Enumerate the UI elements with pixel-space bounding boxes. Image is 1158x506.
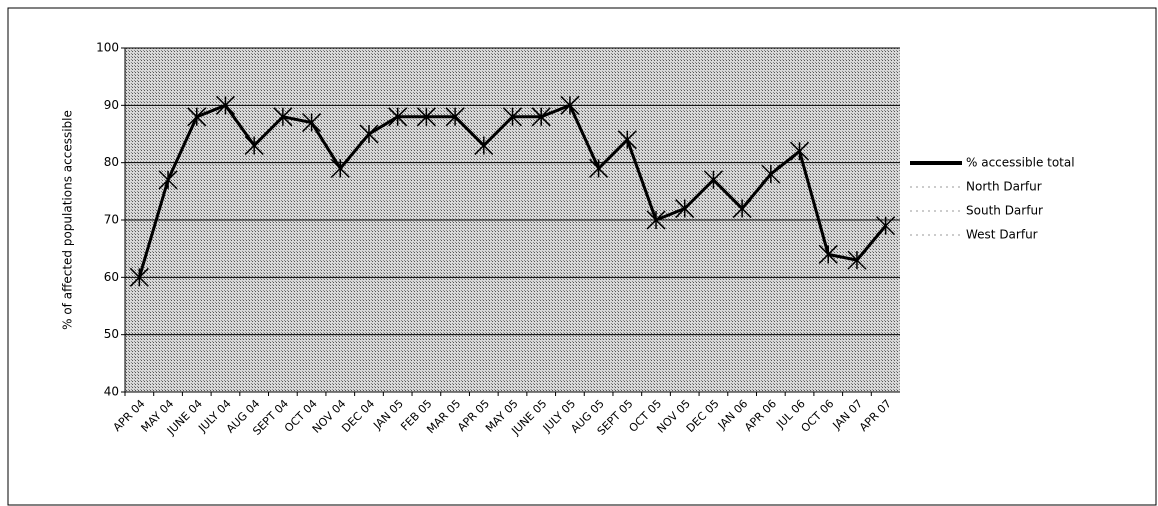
marker: [617, 130, 637, 150]
y-tick-label: 60: [104, 270, 119, 284]
marker: [388, 107, 408, 127]
legend-label: % accessible total: [966, 156, 1075, 170]
marker: [273, 107, 293, 127]
y-tick-label: 40: [104, 385, 119, 399]
marker: [474, 135, 494, 155]
legend-label: South Darfur: [966, 204, 1043, 218]
y-tick-label: 70: [104, 213, 119, 227]
marker: [732, 199, 752, 219]
marker: [445, 107, 465, 127]
legend-label: North Darfur: [966, 180, 1042, 194]
marker: [531, 107, 551, 127]
marker: [158, 170, 178, 190]
y-tick-label: 50: [104, 327, 119, 341]
marker: [847, 250, 867, 270]
marker: [416, 107, 436, 127]
y-tick-label: 100: [96, 41, 119, 55]
marker: [703, 170, 723, 190]
marker: [502, 107, 523, 127]
y-axis-label: % of affected populations accessible: [61, 110, 75, 330]
marker: [761, 164, 781, 184]
marker: [818, 244, 838, 264]
y-tick-label: 90: [104, 98, 119, 112]
marker: [215, 95, 235, 115]
marker: [359, 124, 379, 144]
marker: [330, 158, 350, 178]
marker: [876, 216, 896, 236]
marker: [129, 267, 149, 287]
marker: [302, 113, 322, 133]
y-tick-label: 80: [104, 155, 119, 169]
legend-label: West Darfur: [966, 228, 1038, 242]
marker: [589, 158, 609, 178]
marker: [675, 199, 695, 219]
marker: [790, 141, 810, 161]
marker: [187, 107, 207, 127]
marker: [646, 210, 666, 230]
marker: [244, 135, 264, 155]
marker: [560, 95, 580, 115]
